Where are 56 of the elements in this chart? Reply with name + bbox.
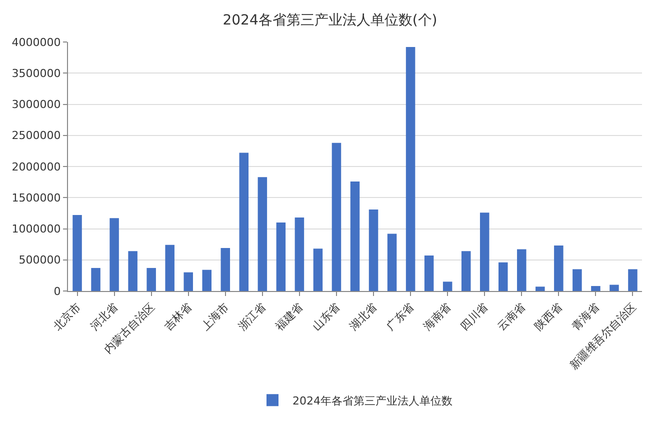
x-tick-label: 福建省 xyxy=(272,300,306,334)
bar xyxy=(461,251,471,291)
bar xyxy=(258,177,268,291)
bar xyxy=(536,286,545,291)
bar xyxy=(480,212,490,291)
bar xyxy=(332,142,342,291)
y-tick-label: 1000000 xyxy=(12,222,61,236)
y-tick-label: 1500000 xyxy=(12,191,61,204)
bar xyxy=(424,256,434,291)
x-tick-label: 河北省 xyxy=(88,300,120,334)
y-tick-label: 2000000 xyxy=(12,160,61,174)
x-tick-label: 四川省 xyxy=(458,300,491,334)
bar xyxy=(350,181,360,291)
x-tick-label: 吉林省 xyxy=(162,300,194,334)
bar xyxy=(91,268,100,291)
bar xyxy=(220,248,230,291)
x-tick-label: 青海省 xyxy=(569,300,602,334)
bar xyxy=(202,270,212,291)
x-tick-label: 陕西省 xyxy=(532,300,565,334)
x-tick-label: 湖北省 xyxy=(347,300,380,334)
bar xyxy=(128,251,138,291)
bar xyxy=(387,234,397,291)
bar xyxy=(165,244,174,291)
bar xyxy=(498,262,508,291)
bar xyxy=(184,272,193,291)
bar xyxy=(368,209,378,291)
bar xyxy=(591,286,600,291)
bar xyxy=(72,215,82,291)
y-tick-label: 3000000 xyxy=(12,98,61,112)
x-tick-label: 广东省 xyxy=(384,300,417,334)
bar xyxy=(110,218,119,291)
bar xyxy=(276,222,286,291)
x-tick-label: 云南省 xyxy=(495,300,528,334)
chart-title: 2024各省第三产业法人单位数(个) xyxy=(222,12,438,29)
bar xyxy=(442,282,452,291)
bar xyxy=(406,46,416,291)
bar xyxy=(313,248,323,291)
bar xyxy=(239,152,249,291)
y-tick-label: 0 xyxy=(54,284,61,298)
y-tick-label: 500000 xyxy=(18,254,61,267)
bar xyxy=(146,268,156,291)
bar xyxy=(517,249,526,291)
x-tick-label: 山东省 xyxy=(310,300,342,334)
bar xyxy=(628,269,638,291)
x-tick-label: 浙江省 xyxy=(236,300,268,334)
legend-label: 2024年各省第三产业法人单位数 xyxy=(292,394,452,408)
bar xyxy=(554,246,564,291)
x-tick-label: 北京市 xyxy=(50,300,84,334)
x-tick-label: 海南省 xyxy=(421,300,454,334)
y-tick-label: 3500000 xyxy=(12,66,61,80)
bar xyxy=(572,269,582,291)
bar xyxy=(294,218,304,291)
bar xyxy=(610,284,619,291)
y-tick-label: 4000000 xyxy=(12,36,61,49)
x-tick-label: 上海市 xyxy=(198,300,232,334)
y-tick-label: 2500000 xyxy=(12,129,61,142)
